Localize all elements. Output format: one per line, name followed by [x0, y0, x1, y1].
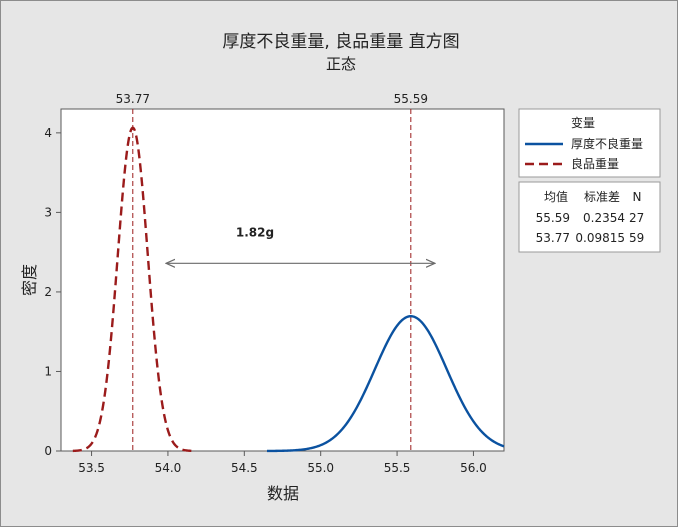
x-tick-label: 54.5 — [231, 461, 258, 475]
x-tick-label: 55.5 — [384, 461, 411, 475]
reference-line-label: 55.59 — [394, 92, 428, 106]
chart-subtitle: 正态 — [326, 55, 356, 73]
y-tick-label: 3 — [44, 205, 52, 219]
plot-area — [61, 109, 504, 451]
legend-box — [518, 108, 661, 178]
annotation-label: 1.82g — [236, 225, 274, 239]
series-curve — [72, 126, 193, 453]
chart-title: 厚度不良重量, 良品重量 直方图 — [222, 32, 459, 52]
legend-title: 变量 — [571, 115, 595, 130]
x-tick-label: 54.0 — [155, 461, 182, 475]
stats-box — [518, 181, 661, 253]
x-tick-label: 55.0 — [307, 461, 334, 475]
stats-cell: 27 — [629, 211, 644, 225]
stats-header: N — [633, 190, 642, 204]
legend-label: 厚度不良重量 — [571, 136, 643, 151]
stats-cell: 0.09815 — [575, 231, 625, 245]
series-curves — [72, 126, 505, 453]
stats-cell: 53.77 — [536, 231, 570, 245]
x-tick-label: 56.0 — [460, 461, 487, 475]
x-tick-label: 53.5 — [78, 461, 105, 475]
stats-cell: 0.2354 — [583, 211, 625, 225]
y-axis-label: 密度 — [20, 264, 39, 296]
stats-header: 均值 — [544, 189, 568, 204]
reference-line-label: 53.77 — [116, 92, 150, 106]
y-tick-label: 0 — [44, 444, 52, 458]
y-tick-label: 2 — [44, 285, 52, 299]
y-tick-label: 4 — [44, 126, 52, 140]
annotation: 1.82g — [166, 225, 435, 263]
stats-cell: 55.59 — [536, 211, 570, 225]
legend-label: 良品重量 — [571, 156, 619, 171]
stats-table: 均值 标准差 N 55.59 0.2354 27 53.77 0.09815 59 — [518, 181, 661, 253]
stats-header: 标准差 — [584, 190, 620, 204]
reference-lines: 53.77 55.59 — [116, 92, 428, 451]
y-tick-label: 1 — [44, 364, 52, 378]
series-curve — [266, 315, 505, 453]
stats-cell: 59 — [629, 231, 644, 245]
x-axis-label: 数据 — [267, 484, 299, 503]
